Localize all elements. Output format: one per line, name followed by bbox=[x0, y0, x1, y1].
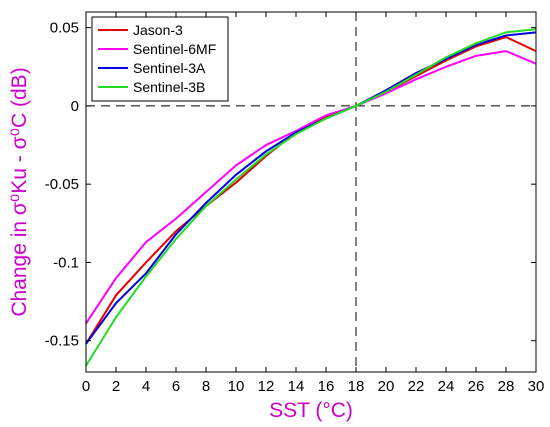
x-tick-label: 28 bbox=[498, 378, 515, 395]
x-tick-label: 12 bbox=[258, 378, 275, 395]
legend-entry: Sentinel-3B bbox=[133, 79, 205, 95]
y-tick-label: 0 bbox=[71, 98, 79, 115]
plot-frame bbox=[85, 11, 537, 373]
x-tick-label: 6 bbox=[172, 378, 180, 395]
x-tick-label: 30 bbox=[528, 378, 545, 395]
y-axis: -0.15 -0.1 -0.05 0 0.05 bbox=[45, 20, 536, 350]
series-lines bbox=[85, 28, 537, 367]
x-tick-label: 20 bbox=[378, 378, 395, 395]
reference-lines bbox=[86, 12, 536, 372]
y-tick-label: -0.15 bbox=[45, 333, 79, 350]
x-tick-label: 14 bbox=[288, 378, 305, 395]
x-tick-label: 10 bbox=[228, 378, 245, 395]
y-axis-label: Change in σ⁰Ku - σ⁰C (dB) bbox=[8, 67, 31, 316]
x-axis-label-text: SST (°C) bbox=[269, 399, 353, 422]
x-tick-label: 2 bbox=[112, 378, 120, 395]
y-axis-label-text: Change in σ⁰Ku - σ⁰C (dB) bbox=[8, 67, 31, 316]
x-axis-label: SST (°C) bbox=[269, 399, 353, 422]
legend-entry: Jason-3 bbox=[133, 22, 183, 38]
x-axis: 0 2 4 6 8 10 12 14 16 18 20 22 24 26 28 30 bbox=[82, 12, 545, 395]
x-tick-label: 8 bbox=[202, 378, 210, 395]
series-line-2 bbox=[85, 50, 537, 325]
legend-entry: Sentinel-3A bbox=[133, 60, 206, 76]
legend: Jason-3 Sentinel-6MF Sentinel-3A Sentinel-3… bbox=[91, 16, 229, 102]
y-tick-label: -0.1 bbox=[53, 254, 79, 271]
x-tick-label: 0 bbox=[82, 378, 90, 395]
x-tick-label: 16 bbox=[318, 378, 335, 395]
x-tick-label: 4 bbox=[142, 378, 150, 395]
x-tick-label: 26 bbox=[468, 378, 485, 395]
x-tick-label: 18 bbox=[348, 378, 365, 395]
x-tick-label: 22 bbox=[408, 378, 425, 395]
x-tick-label: 24 bbox=[438, 378, 455, 395]
series-line-4 bbox=[85, 28, 537, 367]
y-tick-label: 0.05 bbox=[50, 20, 79, 37]
y-tick-label: -0.05 bbox=[45, 176, 79, 193]
legend-entry: Sentinel-6MF bbox=[133, 41, 216, 57]
